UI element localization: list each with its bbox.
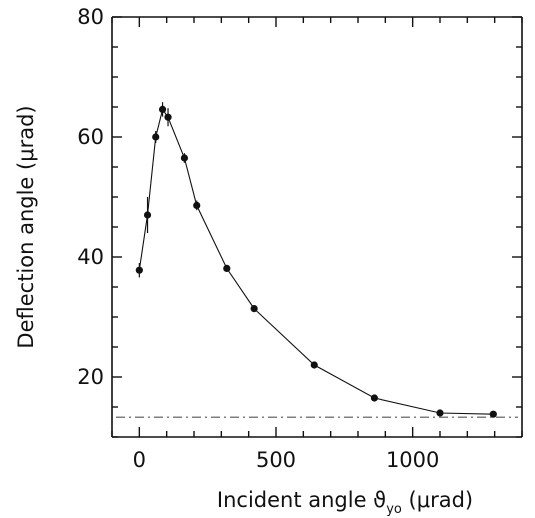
x-tick-label: 0: [133, 448, 146, 472]
data-point: [180, 154, 189, 162]
data-point: [250, 305, 258, 313]
data-point: [370, 394, 378, 402]
x-axis-title-subscript: yo: [386, 502, 402, 517]
series-layer: [135, 102, 497, 418]
data-point: [158, 105, 167, 113]
data-point: [152, 133, 160, 141]
y-tick-label: 40: [77, 245, 104, 269]
data-point: [164, 113, 172, 121]
x-axis-title: Incident angle ϑyo (μrad): [217, 488, 473, 517]
y-tick-label: 20: [77, 365, 104, 389]
tick-labels-layer: 0 500 1000 20 40 60 80: [77, 5, 439, 472]
data-point: [223, 264, 231, 272]
y-tick-label: 60: [77, 125, 104, 149]
data-point: [489, 410, 497, 418]
data-point: [135, 266, 143, 274]
x-axis-title-unit: (μrad): [402, 488, 473, 512]
x-tick-label: 1000: [386, 448, 439, 472]
data-point: [193, 201, 201, 209]
data-point: [143, 211, 152, 219]
y-axis-title: Deflection angle (μrad): [14, 105, 38, 348]
series-line: [138, 108, 494, 415]
y-tick-label: 80: [77, 5, 104, 29]
x-tick-label: 500: [256, 448, 296, 472]
plot-frame: [111, 16, 523, 438]
data-point: [436, 409, 444, 417]
ticks-layer: [111, 16, 523, 438]
data-point: [310, 361, 318, 369]
x-axis-title-main: Incident angle ϑ: [217, 488, 386, 512]
